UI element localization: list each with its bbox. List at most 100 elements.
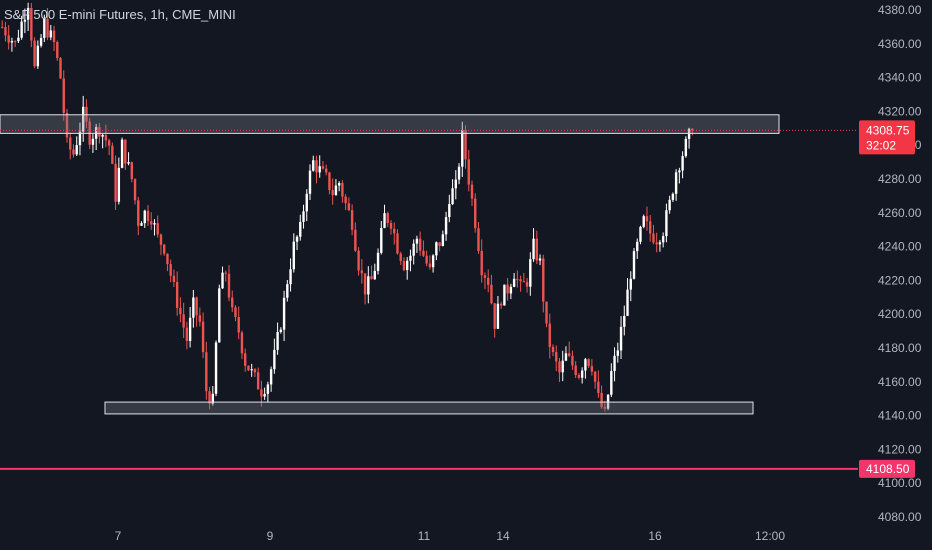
candle-body [299, 221, 302, 237]
candle-body [529, 259, 532, 287]
candle-body [558, 361, 561, 373]
candle-body [525, 281, 529, 287]
candle-body [444, 217, 448, 235]
candle-body [227, 273, 231, 298]
candle-body [43, 18, 46, 38]
candle-body [470, 184, 474, 199]
x-tick-label: 12:00 [755, 529, 785, 543]
candle-body [487, 277, 490, 285]
candle-body [143, 210, 146, 224]
candle-body [354, 229, 357, 251]
current-price-value: 4308.75 [866, 123, 910, 137]
candle-body [399, 253, 402, 262]
candle-body [56, 42, 59, 59]
y-tick-label: 4380.00 [878, 3, 922, 17]
candle-body [616, 350, 619, 356]
candle-body [412, 243, 415, 256]
candle-body [383, 213, 386, 229]
candle-body [597, 381, 600, 393]
candle-body [260, 389, 263, 397]
candle-body [499, 303, 503, 306]
candle-body [13, 41, 17, 43]
candle-body [535, 238, 538, 261]
candle-body [386, 213, 389, 224]
candle-body [409, 255, 412, 261]
candle-body [124, 139, 127, 164]
candle-body [467, 159, 470, 185]
candle-body [691, 128, 694, 131]
y-tick-label: 4140.00 [878, 409, 922, 423]
candle-body [201, 321, 205, 353]
x-tick-label: 14 [496, 529, 510, 543]
zones[interactable] [0, 114, 858, 415]
candle-body [325, 168, 328, 173]
candle-body [312, 160, 315, 171]
candle-body [632, 251, 636, 279]
candle-body [496, 303, 500, 329]
candle-body [674, 172, 678, 194]
candle-body [629, 278, 632, 290]
candle-body [30, 7, 33, 41]
time-axis[interactable]: 7 9 11 14 16 12:00 [0, 520, 858, 550]
candle-body [150, 221, 153, 225]
support-zone[interactable] [104, 401, 754, 415]
candle-body [373, 270, 376, 280]
chart-title: S&P 500 E-mini Futures, 1h, CME_MINI [4, 7, 236, 22]
candle-body [46, 18, 49, 38]
candle-body [78, 131, 82, 146]
candle-body [36, 45, 40, 67]
candle-body [72, 149, 75, 155]
candle-body [590, 366, 594, 372]
candle-body [415, 238, 419, 244]
candle-body [10, 41, 14, 43]
candle-body [231, 297, 234, 308]
candle-body [623, 315, 626, 327]
x-tick-label: 7 [115, 529, 122, 543]
candle-body [195, 297, 198, 316]
candle-body [234, 307, 237, 318]
candle-body [619, 326, 623, 351]
candle-body [512, 278, 516, 287]
resistance-zone[interactable] [0, 114, 780, 134]
candle-body [208, 391, 211, 404]
candle-body [406, 260, 409, 271]
candle-body [658, 242, 662, 245]
candle-body [600, 392, 603, 408]
candle-body [568, 353, 571, 356]
candle-body [49, 30, 52, 38]
y-tick-label: 4220.00 [878, 273, 922, 287]
candle-body [198, 315, 202, 322]
candle-body [315, 160, 318, 173]
candle-body [457, 166, 461, 180]
candle-body [175, 281, 179, 308]
candle-body [101, 134, 104, 137]
candle-body [370, 276, 373, 280]
candle-body [425, 255, 428, 264]
y-tick-label: 4120.00 [878, 442, 922, 456]
candle-body [574, 365, 577, 376]
candle-body [7, 35, 10, 43]
candle-body [545, 301, 548, 324]
candle-body [665, 210, 668, 237]
candle-body [75, 145, 78, 155]
candle-body [551, 346, 555, 353]
candle-body [490, 284, 493, 304]
candle-body [266, 384, 270, 394]
candle-body [146, 210, 150, 222]
candle-body [276, 332, 279, 350]
candle-body [273, 349, 276, 370]
candle-body [363, 273, 367, 295]
candle-body [185, 327, 189, 341]
candle-body [639, 226, 642, 242]
candle-body [344, 196, 347, 204]
bar-countdown: 32:02 [866, 138, 896, 152]
candle-body [438, 242, 441, 247]
candle-body [247, 365, 250, 371]
x-tick-label: 9 [267, 529, 274, 543]
candle-body [538, 258, 542, 261]
candle-body [564, 353, 568, 361]
candle-body [91, 138, 95, 145]
candle-body [431, 255, 435, 268]
x-tick-label: 16 [648, 529, 662, 543]
